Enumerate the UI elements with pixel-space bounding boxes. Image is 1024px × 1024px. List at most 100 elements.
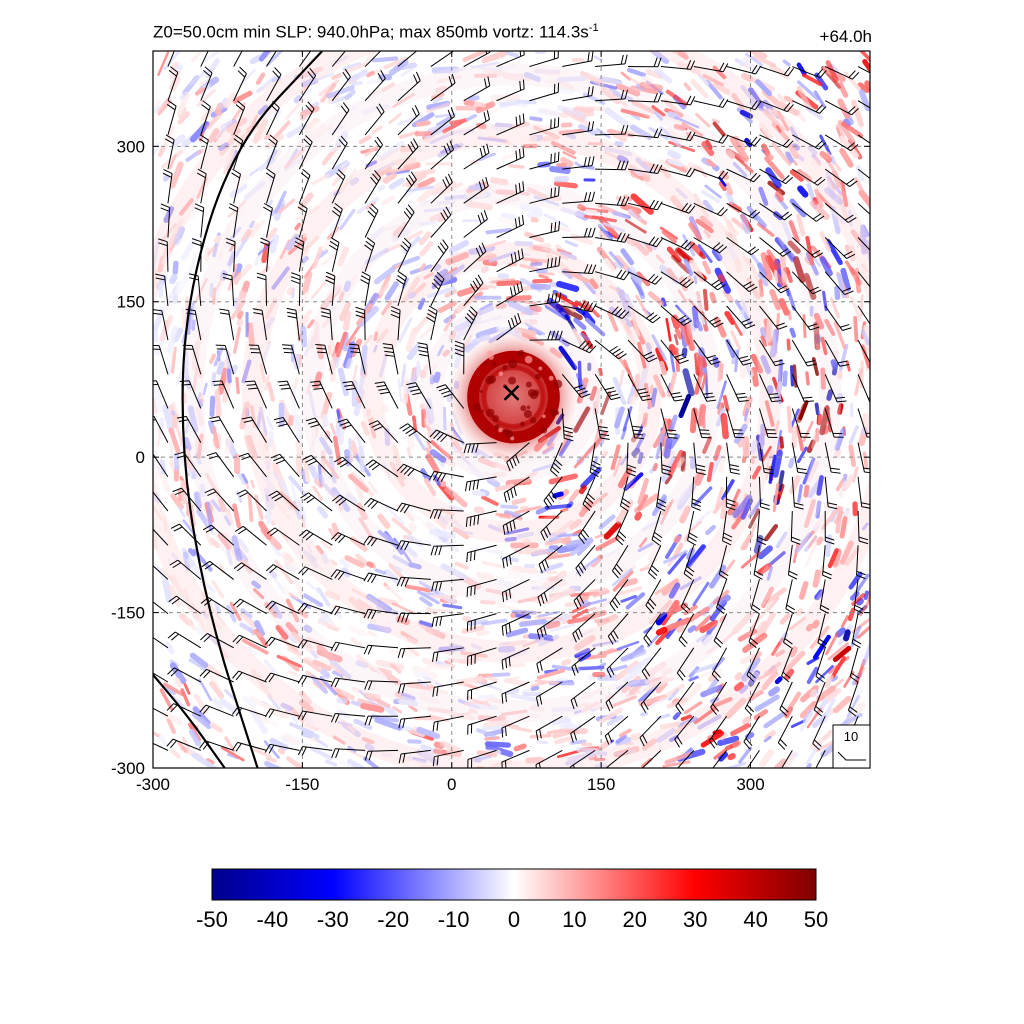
wind-barb-186 [398,681,431,694]
wind-barb-202 [429,509,464,519]
wind-barb-53 [209,416,235,443]
wind-barb-444 [857,305,870,325]
wind-barb-36 [169,559,202,580]
wind-barb-416 [824,66,860,80]
wind-barb-345 [687,510,698,546]
y-tick-label: -150 [111,604,145,623]
reference-vector-frame [832,724,871,769]
coastlines [153,51,324,768]
wind-barb-7 [155,273,169,306]
wind-barb-235 [529,256,561,273]
wind-barb-126 [364,51,382,67]
wind-barb-319 [660,339,689,364]
wind-barb-306 [607,613,629,645]
wind-barb-399 [792,202,825,222]
wind-barb-279 [594,408,610,440]
wind-barb-365 [725,476,736,511]
wind-barb-284 [573,579,596,610]
wind-barb-373 [712,750,727,768]
wind-barb-73 [245,380,267,409]
wind-barb-90 [294,237,305,272]
colorbar-tick-label: 20 [623,907,647,932]
wind-barb-102 [264,672,300,683]
wind-barb-167 [364,749,398,761]
wind-barb-397 [792,134,826,150]
wind-barb-146 [331,748,366,759]
wind-barb-108 [331,135,348,170]
wind-barb-334 [693,134,729,144]
wind-barb-155 [390,306,401,341]
wind-barb-193 [463,176,489,204]
wind-barb-419 [824,168,858,187]
wind-barb-337 [693,237,728,254]
wind-barb-381 [759,305,788,330]
wind-barb-262 [538,544,563,574]
wind-barb-362 [726,374,749,402]
wind-barb-117 [302,454,333,478]
wind-barb-285 [572,613,596,643]
wind-barb-215 [496,214,525,238]
wind-barb-23 [200,100,211,136]
wind-barb-160 [363,497,399,512]
wind-barb-196 [463,274,484,307]
wind-barb-164 [363,644,399,655]
wind-barb-94 [277,380,300,409]
wind-barb-376 [759,134,794,149]
wind-barb-48 [225,237,236,272]
wind-barb-426 [824,408,844,438]
wind-barb-78 [233,562,267,580]
wind-barb-267 [535,715,563,741]
colorbar-tick-label: -40 [257,907,289,932]
wind-barb-194 [463,210,488,238]
wind-barb-77 [234,525,267,546]
colorbar-tick-label: 40 [743,907,767,932]
wind-barb-93 [282,344,300,375]
wind-barb-83 [231,741,267,752]
y-tick-label: 300 [117,137,145,156]
wind-barb-308 [605,681,629,712]
wind-barb-301 [626,442,637,477]
wind-barb-158 [368,420,399,443]
wind-barb-237 [529,330,563,341]
wind-barb-123 [297,674,333,685]
wind-barb-13 [153,491,169,512]
plot-title-exponent: -1 [588,22,599,34]
wind-barb-448 [857,442,870,474]
y-tick-label: -300 [111,759,145,778]
wind-barb-122 [297,638,333,649]
wind-barb-274 [595,232,630,243]
wind-barb-339 [693,305,724,328]
wind-barb-197 [463,306,478,341]
wind-barb-347 [680,579,695,614]
wind-barb-255 [562,300,597,313]
wind-barb-296 [627,271,663,285]
wind-barb-228 [467,749,497,768]
wind-barb-378 [759,202,793,221]
wind-barb-99 [265,564,300,580]
wind-barb-406 [791,442,808,474]
wind-barb-134 [355,306,366,341]
wind-barb-220 [465,476,497,492]
wind-barb-424 [824,339,850,367]
wind-barb-351 [674,715,695,748]
wind-barb-76 [236,489,267,512]
wind-barb-114 [315,344,333,375]
wind-barb-172 [430,173,453,204]
wind-barb-371 [710,681,728,716]
wind-barb-354 [726,100,762,111]
wind-barb-422 [824,271,854,295]
wind-barb-14 [153,528,169,546]
wind-barb-336 [693,202,728,217]
wind-barb-138 [334,456,366,478]
wind-barb-86 [298,101,315,136]
wind-barb-388 [753,545,764,580]
wind-barb-370 [711,647,728,682]
wind-barb-12 [153,453,169,478]
wind-barb-297 [627,305,661,324]
wind-barb-352 [677,750,695,768]
wind-barb-25 [196,168,207,204]
wind-barb-131 [364,203,379,238]
wind-barb-402 [791,305,820,331]
wind-barb-111 [328,237,340,272]
wind-barb-71 [252,308,268,341]
